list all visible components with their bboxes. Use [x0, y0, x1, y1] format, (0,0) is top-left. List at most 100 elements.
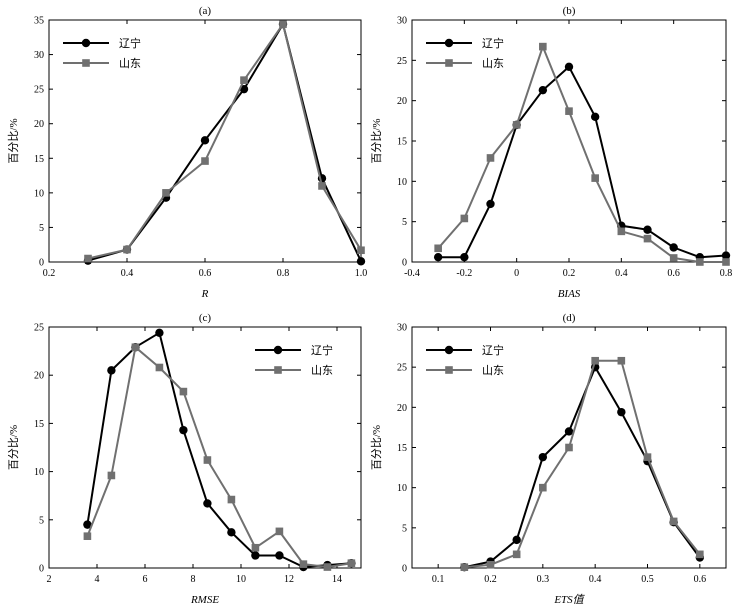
series-line: [87, 23, 362, 260]
data-point: [539, 483, 547, 492]
y-tick-label: 25: [34, 85, 44, 96]
data-point: [591, 356, 599, 365]
series-liaoning: [433, 62, 731, 262]
y-axis-label: 百分比/%: [7, 118, 20, 163]
x-tick-label: 0.4: [589, 574, 602, 585]
y-axis-label: 百分比/%: [370, 425, 383, 470]
legend-label: 山东: [119, 57, 141, 70]
y-tick-label: 5: [39, 515, 44, 526]
data-point: [565, 107, 573, 115]
data-point: [123, 245, 131, 254]
panel-title: (b): [563, 5, 576, 17]
y-tick-label: 25: [397, 56, 407, 67]
data-point: [696, 550, 704, 559]
panel-title: (a): [199, 5, 212, 17]
x-tick-label: 8: [191, 574, 196, 585]
y-tick-label: 25: [397, 363, 407, 374]
data-point: [460, 252, 469, 262]
data-point: [279, 20, 287, 28]
data-point: [721, 251, 731, 260]
legend-marker: [81, 38, 91, 48]
series-shandong: [84, 20, 365, 263]
data-point: [107, 366, 116, 375]
x-tick-label: 0: [514, 268, 519, 279]
legend-label: 辽宁: [311, 343, 333, 357]
data-point: [251, 543, 260, 552]
data-point: [299, 560, 308, 568]
data-point: [275, 551, 284, 560]
x-axis-label: RMSE: [190, 594, 219, 606]
legend-label: 山东: [482, 57, 504, 70]
data-point: [83, 520, 92, 529]
data-point: [162, 189, 170, 197]
panel-d: (d) 0.1 0.2 0.3 0.4 0.5 0.6 0 5 10 15 20 25 30 ETS值 百分比…: [370, 312, 727, 606]
x-tick-label: 1.0: [355, 268, 368, 279]
panel-title: (d): [563, 312, 576, 324]
panel-b: (b) -0.4 -0.2 0 0.2 0.4 0.6 0.8 0 5 10 15 20 25 30 BIAS…: [370, 5, 732, 300]
series-shandong: [434, 42, 730, 266]
data-point: [357, 246, 365, 255]
series-line: [464, 359, 701, 569]
y-tick-label: 20: [34, 371, 44, 382]
x-tick-label: 0.2: [563, 268, 576, 279]
x-tick-label: 12: [284, 574, 294, 585]
x-tick-label: 0.8: [277, 268, 290, 279]
y-tick-label: 5: [402, 217, 407, 228]
data-point: [591, 174, 599, 182]
y-tick-label: 15: [397, 443, 407, 454]
series-line: [464, 366, 701, 569]
data-point: [239, 84, 249, 94]
y-tick-label: 30: [34, 50, 44, 61]
legend-marker: [445, 59, 453, 67]
series-line: [437, 45, 726, 263]
x-tick-label: 0.5: [641, 574, 654, 585]
y-tick-label: 15: [397, 137, 407, 148]
data-point: [643, 234, 652, 243]
data-point: [200, 136, 210, 145]
y-tick-label: 25: [34, 323, 44, 334]
series-line: [438, 65, 727, 259]
data-point: [201, 157, 209, 165]
data-point: [84, 254, 92, 263]
x-axis-label: ETS值: [553, 593, 585, 606]
data-point: [512, 121, 521, 129]
data-point: [564, 62, 574, 71]
legend-label: 山东: [311, 364, 333, 377]
data-point: [512, 535, 521, 545]
y-tick-label: 20: [34, 119, 44, 130]
data-point: [617, 356, 626, 365]
y-tick-label: 10: [397, 177, 407, 188]
data-point: [486, 199, 495, 209]
y-tick-label: 5: [39, 223, 44, 234]
data-point: [83, 532, 92, 540]
x-tick-label: 0.4: [615, 268, 628, 279]
data-point: [251, 551, 260, 560]
y-tick-label: 10: [397, 483, 407, 494]
data-point: [356, 257, 366, 266]
legend-label: 辽宁: [482, 36, 504, 50]
x-tick-label: 4: [95, 574, 100, 585]
data-point: [179, 387, 188, 396]
x-tick-label: 0.4: [121, 268, 134, 279]
panel-title: (c): [199, 312, 212, 324]
legend-marker: [82, 59, 90, 67]
series-liaoning: [460, 362, 705, 572]
series-shandong: [460, 356, 704, 571]
x-tick-label: 0.2: [484, 574, 497, 585]
legend-label: 辽宁: [119, 36, 141, 50]
y-tick-label: 20: [397, 403, 407, 414]
data-point: [107, 471, 116, 480]
data-point: [155, 328, 164, 337]
data-point: [538, 452, 548, 462]
x-tick-label: -0.4: [404, 268, 420, 279]
x-tick-label: 0.6: [667, 268, 680, 279]
data-point: [643, 225, 652, 234]
y-tick-label: 0: [39, 564, 44, 575]
data-point: [227, 495, 236, 504]
data-point: [722, 258, 730, 266]
data-point: [318, 182, 326, 190]
